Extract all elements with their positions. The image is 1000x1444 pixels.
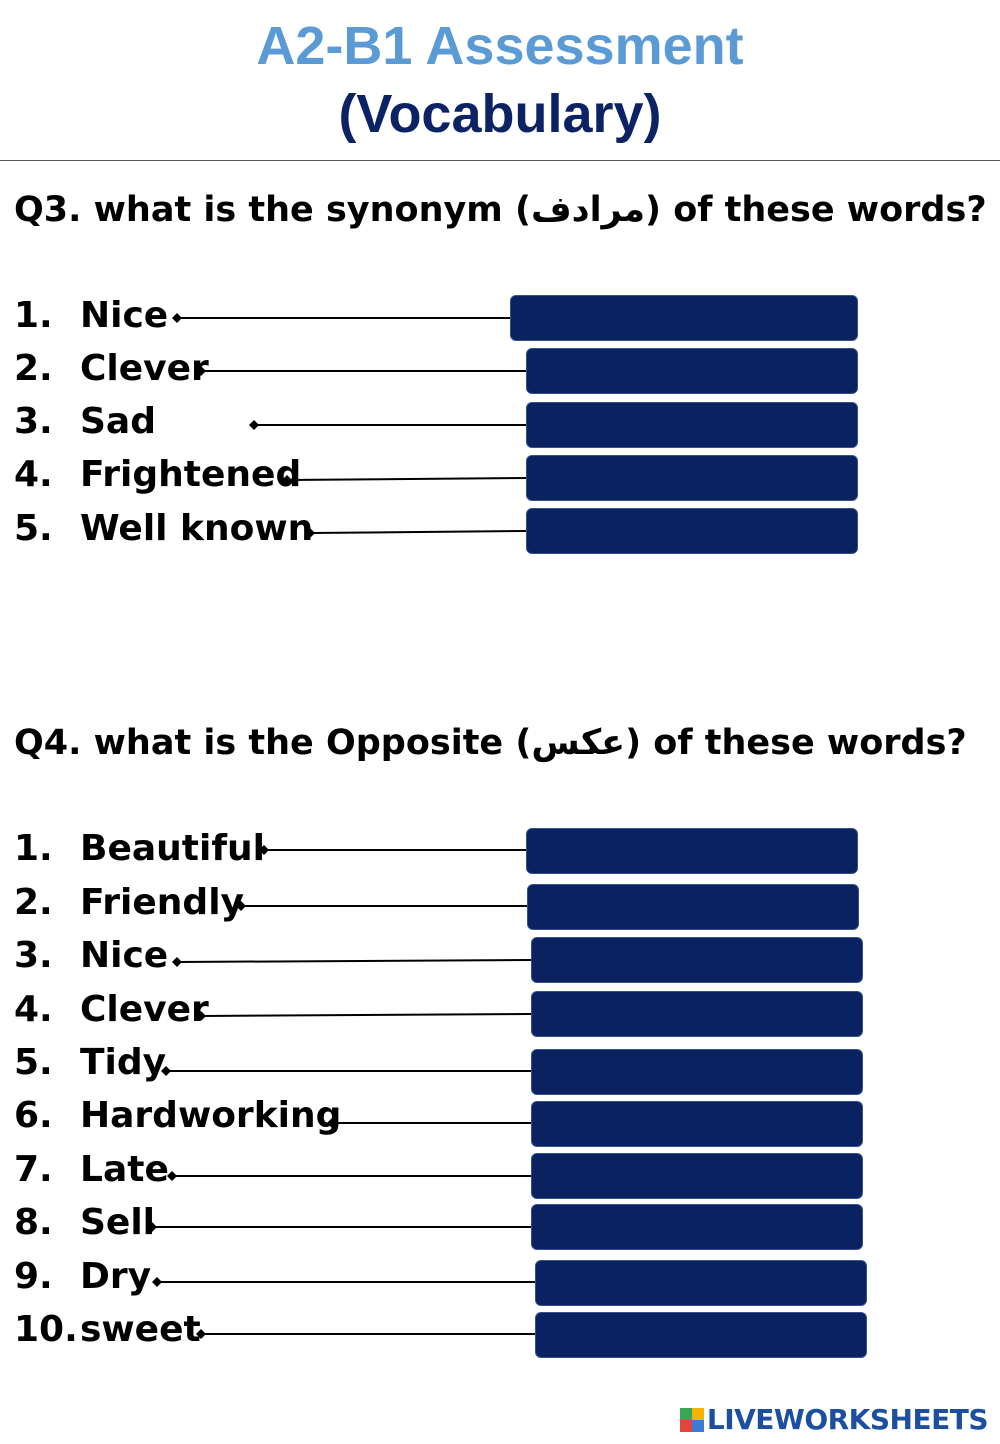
q4-item-word: Sell	[80, 1202, 156, 1243]
q4-item-word: Hardworking	[80, 1095, 342, 1136]
q4-answer-field-5[interactable]	[531, 1049, 863, 1095]
q3-connector-line	[309, 530, 527, 534]
q3-item-number: 1.	[14, 295, 53, 336]
q4-connector-line	[200, 1013, 532, 1017]
q4-answer-field-3[interactable]	[531, 937, 863, 983]
q3-item-number: 2.	[14, 348, 53, 389]
q4-item-number: 5.	[14, 1042, 53, 1083]
q3-item-number: 3.	[14, 401, 53, 442]
q4-item-word: Tidy	[80, 1042, 167, 1083]
q4-item-word: Friendly	[80, 882, 245, 923]
q4-item-number: 4.	[14, 989, 53, 1030]
q4-item-number: 7.	[14, 1149, 53, 1190]
q4-answer-field-4[interactable]	[531, 991, 863, 1037]
q4-item-number: 1.	[14, 828, 53, 869]
q3-item-number: 5.	[14, 508, 53, 549]
q4-item-number: 3.	[14, 935, 53, 976]
q4-item-word: Dry	[80, 1256, 152, 1297]
q4-answer-field-8[interactable]	[531, 1204, 863, 1250]
q3-answer-field-2[interactable]	[526, 348, 858, 394]
q4-item-number: 10.	[14, 1309, 78, 1350]
q4-item-number: 6.	[14, 1095, 53, 1136]
q4-answer-field-9[interactable]	[535, 1260, 867, 1306]
q4-item-number: 8.	[14, 1202, 53, 1243]
q4-item-word: Late	[80, 1149, 169, 1190]
header-divider	[0, 160, 1000, 161]
q3-answer-field-1[interactable]	[510, 295, 858, 341]
q3-item-word: Sad	[80, 401, 156, 442]
q4-question: Q4. what is the Opposite (عكس) of these …	[14, 723, 967, 763]
q3-item-word: Clever	[80, 348, 209, 389]
q4-answer-field-10[interactable]	[535, 1312, 867, 1358]
q3-connector-handle[interactable]	[172, 313, 182, 323]
q4-connector-handle[interactable]	[152, 1277, 162, 1287]
q4-item-word: Beautiful	[80, 828, 265, 869]
q4-item-number: 2.	[14, 882, 53, 923]
q4-answer-field-1[interactable]	[526, 828, 858, 874]
q3-answer-field-5[interactable]	[526, 508, 858, 554]
q4-connector-handle[interactable]	[172, 957, 182, 967]
q3-connector-line	[286, 477, 527, 481]
q3-answer-field-3[interactable]	[526, 402, 858, 448]
page-subtitle: (Vocabulary)	[338, 84, 662, 144]
q3-item-number: 4.	[14, 454, 53, 495]
q4-answer-field-7[interactable]	[531, 1153, 863, 1199]
q4-connector-line	[176, 959, 532, 963]
page-title: A2-B1 Assessment	[256, 16, 744, 76]
q4-item-number: 9.	[14, 1256, 53, 1297]
q3-item-word: Nice	[80, 295, 169, 336]
q4-item-word: sweet	[80, 1309, 201, 1350]
q4-answer-field-2[interactable]	[527, 884, 859, 930]
q3-item-word: Well known	[80, 508, 314, 549]
q3-answer-field-4[interactable]	[526, 455, 858, 501]
liveworksheets-brand[interactable]: LIVEWORKSHEETS	[679, 1402, 989, 1438]
q3-question: Q3. what is the synonym (مرادف) of these…	[14, 190, 987, 230]
q3-connector-handle[interactable]	[249, 420, 259, 430]
q4-answer-field-6[interactable]	[531, 1101, 863, 1147]
liveworksheets-logo-icon	[679, 1408, 704, 1432]
brand-name: LIVEWORKSHEETS	[706, 1403, 989, 1436]
q4-item-word: Clever	[80, 989, 209, 1030]
q3-item-word: Frightened	[80, 454, 302, 495]
q4-item-word: Nice	[80, 935, 169, 976]
